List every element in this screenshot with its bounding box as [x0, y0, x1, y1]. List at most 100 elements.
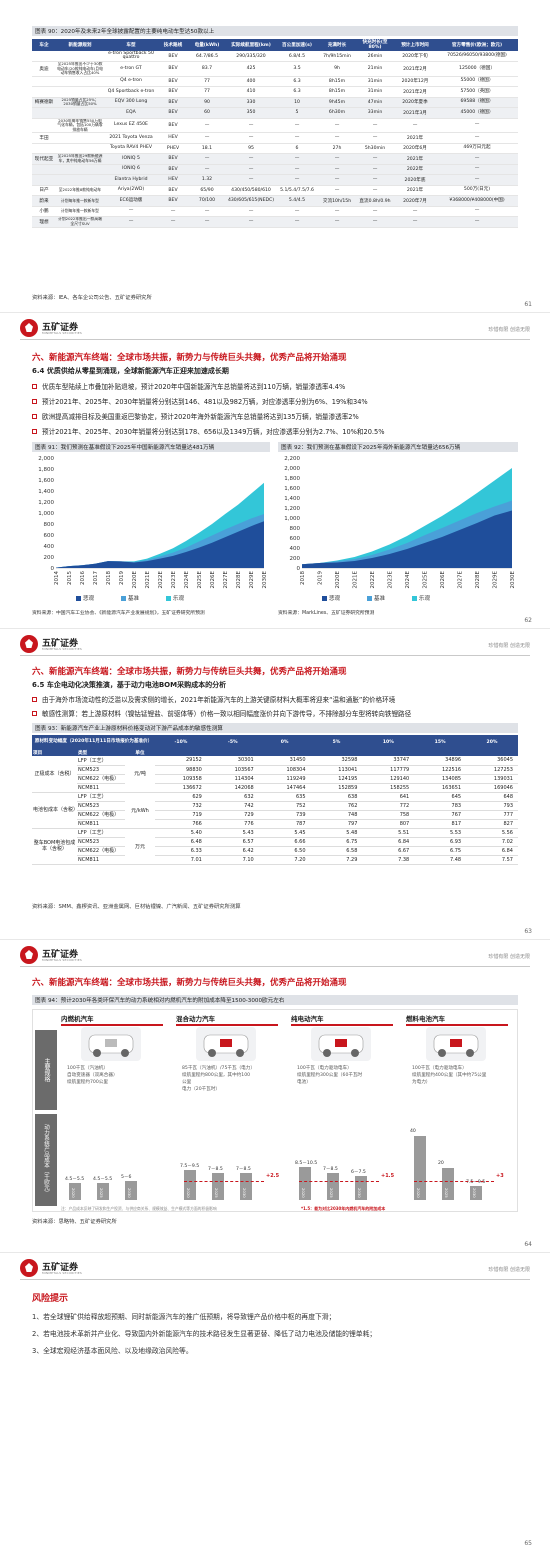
cost-value: 777 — [466, 810, 518, 820]
table-cell: 计划2022年推出一款高端全尺寸SUV — [56, 216, 104, 228]
table-cell: BEV — [158, 118, 188, 133]
table-header: 预计上市时间 — [394, 39, 436, 51]
section-title: 六、新能源汽车终端：全球市场共振，新势力与传统巨头共舞，优秀产品将开始涌现 — [32, 353, 347, 363]
header-col: 15% — [414, 735, 467, 749]
table-cell: — — [318, 174, 356, 186]
table-cell: 2021年 — [394, 132, 436, 144]
table-cell: 2021年 — [394, 153, 436, 165]
legend-swatch — [412, 596, 417, 601]
header-slogan: 珍惜有限 创造无限 — [488, 643, 530, 649]
table-cell: 2020年底 — [394, 174, 436, 186]
cost-bar-label: 40 — [410, 1129, 416, 1134]
table-cell: — — [318, 132, 356, 144]
cost-value: 6.50 — [258, 846, 311, 856]
cost-bar-label: 7－8.5 — [323, 1166, 338, 1172]
table-cell: 55000（德国） — [436, 76, 518, 87]
table-cell: BEV — [158, 153, 188, 165]
x-tick-label: 2021E — [353, 570, 359, 588]
cost-value: 124195 — [310, 774, 363, 784]
table-cell: BEV — [158, 97, 188, 108]
brand-name: 五矿证券 — [42, 323, 79, 333]
figure-90-table: 车企 新能源规划 车型 技术路线 电量(kWh) 实际续航里程(km) 百公里加速(s) 充满… — [32, 39, 518, 228]
y-tick-label: 600 — [290, 536, 301, 542]
cost-value: 7.02 — [466, 837, 518, 847]
cost-value: 6.75 — [310, 837, 363, 847]
table-cell: 丰田 — [32, 132, 56, 144]
table-cell: 500万(日元) — [436, 185, 518, 196]
cost-value: 7.57 — [466, 855, 518, 865]
x-tick-label: 2014 — [54, 571, 60, 585]
table-row: 梅赛德斯 2025销量占比25%；2030销量占比50% EQV 300 Long B… — [32, 97, 518, 108]
header-col: 5% — [310, 735, 363, 749]
cost-value: 103567 — [206, 765, 259, 775]
vehicle-diagram-icon — [311, 1027, 371, 1061]
cost-bar-label: 7－8.5 — [236, 1166, 251, 1172]
spec-item: 续航里程约400公里（其中约75公里 — [412, 1073, 487, 1078]
table-cell: 6.8/4.5 — [276, 51, 318, 62]
minmetals-logo-icon — [20, 946, 38, 964]
cost-value: 119249 — [258, 774, 311, 784]
table-cell: — — [436, 132, 518, 144]
table-cell: e-tron Sportback 50 quattro — [104, 51, 158, 62]
cost-bar-label: 6－7.5 — [351, 1170, 366, 1176]
cost-value: 30301 — [206, 756, 259, 766]
table-cell: — — [226, 132, 276, 144]
cost-value: 739 — [258, 810, 311, 820]
table-cell: 410 — [226, 86, 276, 98]
table-cell: 5h30min — [356, 143, 394, 154]
powertrain-column-title: 内燃机汽车 — [61, 1013, 163, 1026]
cost-bar — [327, 1172, 339, 1200]
battery-type: NCM622（电极） — [77, 810, 125, 820]
bullet-item: 欧洲提高减排目标及美国重返巴黎协定，预计2020年海外新能源汽车总销量将达到13… — [32, 411, 359, 421]
baseline-dashed-line — [299, 1180, 379, 1182]
legend-swatch — [76, 596, 81, 601]
table-cell: — — [394, 206, 436, 217]
table-cell: — — [394, 118, 436, 133]
cost-value: 33747 — [362, 756, 415, 766]
page-header: 五矿证券 MINMETALS SECURITIES 珍惜有限 创造无限 — [20, 1258, 530, 1280]
y-tick-label: 1,600 — [284, 486, 300, 492]
y-tick-label: 1,400 — [38, 489, 54, 495]
table-cell: — — [436, 174, 518, 186]
cost-value: 742 — [206, 801, 259, 811]
table-cell: — — [356, 153, 394, 165]
table-row: NCM523 6.48 6.57 6.66 6.75 6.84 6.93 7.02 — [32, 837, 518, 847]
table-cell — [32, 118, 56, 133]
table-cell: 奥迪 — [32, 61, 56, 77]
table-cell — [32, 107, 56, 119]
table-row: 正极成本（含税） LFP（工艺） 元/吨 29152 30301 31450 32598 33… — [32, 756, 518, 793]
legend-swatch — [367, 596, 372, 601]
header-col: -5% — [206, 735, 259, 749]
table-cell: 430/450/580/610 — [226, 185, 276, 196]
figure-93-source: 资料来源：SMM、鑫椤资讯、亚洲金属网、巨材钴锂镍、广汽新闻、五矿证券研究所测算 — [32, 904, 241, 910]
table-row: NCM811 766 776 787 797 807 817 827 — [32, 819, 518, 829]
x-tick-label: 2026E — [440, 570, 446, 588]
x-tick-label: 2015 — [67, 571, 73, 585]
table-cell: Ariya(2WD) — [104, 185, 158, 196]
spec-item: 电力（20千瓦时） — [182, 1087, 221, 1092]
table-cell: — — [226, 174, 276, 186]
header-slogan: 珍惜有限 创造无限 — [488, 327, 530, 333]
table-cell: — — [356, 118, 394, 133]
table-row: NCM622（电极） 6.33 6.42 6.50 6.58 6.67 6.75 6.84 — [32, 846, 518, 856]
table-row: 蔚来 计划每年推一款新车型 EC6运动版 BEV 70/100 430/605/615(N… — [32, 195, 518, 207]
battery-type: NCM811 — [77, 819, 125, 829]
table-row: e-tron Sportback 50 quattro BEV 64.7/86.5 2… — [32, 51, 518, 62]
table-cell: BEV — [158, 195, 188, 207]
table-cell: 2021 Toyota Venza — [104, 132, 158, 144]
vehicle-diagram-icon — [426, 1027, 486, 1061]
cost-value: 117779 — [362, 765, 415, 775]
cost-value: 158255 — [362, 783, 415, 793]
cost-value: 127253 — [466, 765, 518, 775]
table-cell: 290/335/320 — [226, 51, 276, 62]
cost-value: 817 — [414, 819, 467, 829]
cost-bar — [442, 1168, 454, 1200]
cost-value: 6.84 — [466, 846, 518, 856]
table-cell: Q4 Sportback e-tron — [104, 86, 158, 98]
table-cell: 计划每年推一款新车型 — [56, 195, 104, 207]
cost-value: 6.57 — [206, 837, 259, 847]
table-cell: 2022年 — [394, 164, 436, 175]
table-cell — [56, 174, 104, 186]
cost-value: 719 — [155, 810, 207, 820]
table-cell: 蔚来 — [32, 195, 56, 207]
